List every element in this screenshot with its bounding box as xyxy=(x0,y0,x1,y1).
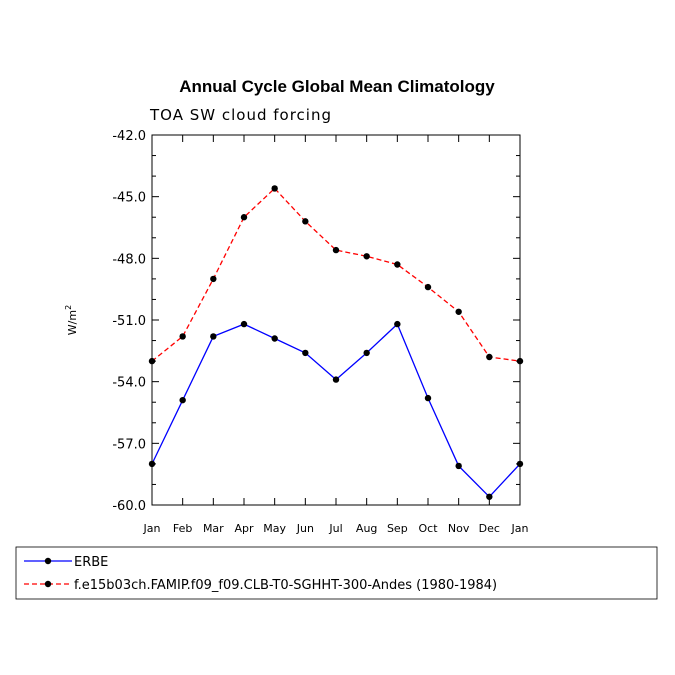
x-tick-label: Feb xyxy=(173,522,192,535)
series-0-point xyxy=(148,460,156,468)
legend-marker-model xyxy=(44,580,52,588)
y-axis-ticks: -42.0 -45.0 -48.0 -51.0 -54.0 -57.0 -60.0 xyxy=(112,129,520,514)
series-0-point xyxy=(332,376,340,383)
series-1-point xyxy=(486,353,493,361)
series-0-point xyxy=(210,333,217,340)
series-1-point xyxy=(394,261,401,268)
series-1-point xyxy=(363,253,370,260)
series-1-point xyxy=(148,357,156,365)
x-tick-label: Jun xyxy=(296,522,314,535)
x-tick-label: Mar xyxy=(203,522,224,535)
series-0-point xyxy=(240,320,248,328)
series-1-point xyxy=(179,333,186,340)
series-1-point xyxy=(516,357,524,365)
series-layer xyxy=(148,185,524,500)
y-tick-label: -45.0 xyxy=(112,191,146,206)
x-tick-label: Dec xyxy=(479,522,500,535)
series-0-point xyxy=(455,462,462,470)
series-1-point xyxy=(302,218,309,225)
series-1-point xyxy=(424,283,432,291)
series-0-point xyxy=(394,320,401,328)
x-tick-label: Jan xyxy=(143,522,161,535)
legend-label-erbe: ERBE xyxy=(74,555,108,570)
series-line-0 xyxy=(151,322,521,498)
x-tick-label: Nov xyxy=(448,522,470,535)
x-tick-label: Sep xyxy=(387,522,408,535)
series-1-point xyxy=(455,308,462,315)
plot-frame xyxy=(151,134,521,506)
series-0-point xyxy=(271,335,278,342)
series-1-point xyxy=(271,185,278,192)
y-tick-label: -57.0 xyxy=(112,437,146,452)
series-1-point xyxy=(240,214,248,221)
y-tick-label: -42.0 xyxy=(112,129,146,144)
x-tick-label: May xyxy=(263,522,286,535)
y-tick-label: -54.0 xyxy=(112,376,146,391)
x-tick-label: Oct xyxy=(418,522,438,535)
series-0-point xyxy=(363,349,370,357)
legend-label-model: f.e15b03ch.FAMIP.f09_f09.CLB-T0-SGHHT-30… xyxy=(74,578,497,593)
chart-subtitle: TOA SW cloud forcing xyxy=(149,106,332,124)
series-0-point xyxy=(486,493,493,500)
x-axis-ticks: Jan Feb Mar Apr May Jun Jul Aug Sep Oct Nov Dec Jan xyxy=(143,135,529,535)
x-tick-label: Apr xyxy=(234,522,254,535)
series-0-point xyxy=(516,460,524,468)
x-tick-label: Jul xyxy=(328,522,342,535)
series-0-point xyxy=(179,396,186,404)
series-1-point xyxy=(332,246,340,254)
series-1-point xyxy=(210,275,217,283)
series-line-1 xyxy=(151,187,521,362)
legend-marker-erbe xyxy=(44,557,52,565)
y-tick-label: -48.0 xyxy=(112,252,146,267)
x-tick-label: Aug xyxy=(356,522,377,535)
y-axis-label: W/m2 xyxy=(64,305,79,335)
chart-title: Annual Cycle Global Mean Climatology xyxy=(179,77,495,96)
y-tick-label: -60.0 xyxy=(112,499,146,514)
series-0-point xyxy=(424,394,432,402)
x-tick-label: Jan xyxy=(511,522,529,535)
series-0-point xyxy=(302,349,309,357)
y-tick-label: -51.0 xyxy=(112,314,146,329)
legend-box xyxy=(15,546,658,600)
